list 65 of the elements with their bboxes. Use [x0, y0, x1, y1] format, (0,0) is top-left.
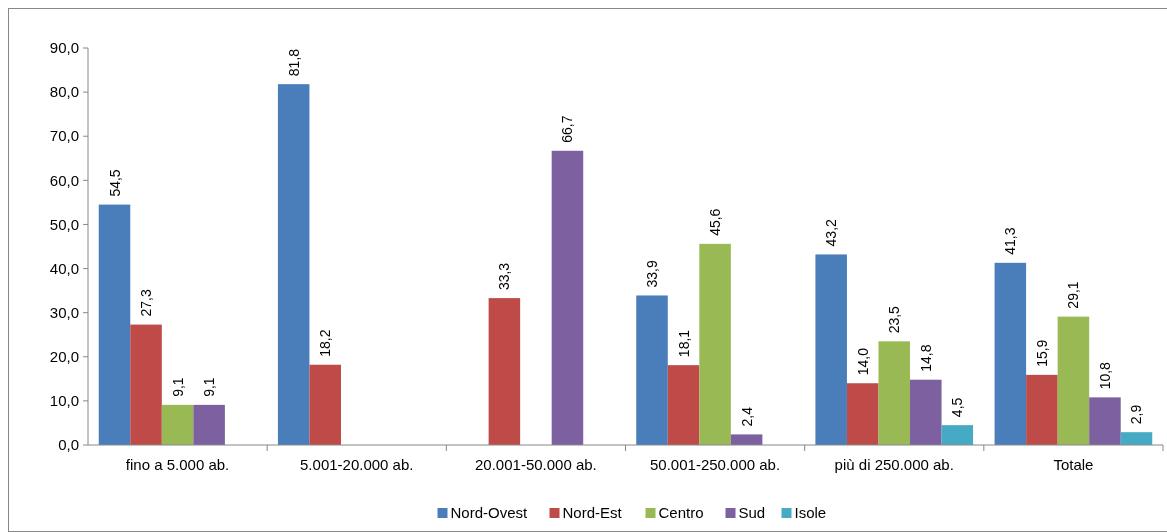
- legend-label: Isole: [794, 504, 827, 522]
- bar: [309, 364, 341, 445]
- bar: [667, 365, 700, 445]
- bar: [815, 254, 847, 445]
- bar: [98, 204, 131, 445]
- y-tick-label: 90,0: [49, 39, 79, 57]
- data-label: 2,4: [738, 406, 755, 427]
- y-tick-label: 10,0: [49, 392, 79, 410]
- legend-label: Nord-Est: [562, 504, 623, 522]
- data-label: 2,9: [1128, 404, 1145, 425]
- data-label: 29,1: [1065, 281, 1082, 309]
- bar: [636, 295, 668, 445]
- bar: [910, 379, 942, 445]
- data-label: 45,6: [707, 208, 724, 236]
- data-label: 10,8: [1096, 361, 1113, 390]
- data-label: 15,9: [1033, 339, 1050, 367]
- data-label: 18,2: [317, 329, 334, 357]
- bar: [878, 341, 911, 445]
- bar: [551, 150, 584, 445]
- bar: [1089, 397, 1121, 445]
- data-label: 41,3: [1002, 227, 1019, 255]
- legend-label: Centro: [658, 504, 704, 522]
- data-label: 9,1: [201, 377, 218, 397]
- data-label: 14,8: [917, 344, 934, 372]
- x-tick-label: 5.001-20.000 ab.: [300, 456, 414, 473]
- legend-label: Nord-Ovest: [450, 504, 529, 522]
- data-label: 81,8: [285, 48, 302, 77]
- y-tick-label: 70,0: [49, 127, 79, 145]
- bar: [1120, 432, 1153, 445]
- bar: [994, 262, 1027, 445]
- data-label: 9,1: [169, 377, 186, 397]
- bar: [846, 383, 879, 445]
- bar: [941, 425, 974, 445]
- y-tick-label: 50,0: [49, 215, 79, 233]
- x-tick-label: fino a 5.000 ab.: [125, 456, 230, 473]
- data-label: 18,1: [675, 329, 692, 358]
- bar: [161, 404, 194, 445]
- bar: [1026, 374, 1058, 445]
- legend-label: Sud: [738, 504, 766, 522]
- x-tick-label: 20.001-50.000 ab.: [475, 456, 597, 473]
- x-tick-label: più di 250.000 ab.: [834, 456, 954, 473]
- y-tick-label: 20,0: [49, 348, 79, 366]
- bar: [488, 298, 521, 445]
- bar: [277, 84, 310, 445]
- y-tick-label: 80,0: [49, 83, 79, 101]
- bar: [130, 324, 162, 445]
- x-tick-label: Totale: [1053, 456, 1094, 473]
- bar: [193, 404, 225, 445]
- data-label: 33,3: [496, 262, 513, 291]
- data-label: 33,9: [644, 260, 661, 288]
- data-label: 43,2: [823, 218, 840, 247]
- data-label: 54,5: [106, 169, 123, 197]
- data-label: 27,3: [138, 289, 155, 317]
- data-label: 66,7: [559, 115, 576, 143]
- y-tick-label: 30,0: [49, 303, 79, 321]
- y-tick-label: 60,0: [49, 171, 79, 189]
- bar: [1057, 316, 1090, 445]
- bar: [699, 243, 731, 445]
- y-tick-label: 0,0: [58, 436, 79, 454]
- data-label: 14,0: [854, 347, 871, 376]
- data-label: 4,5: [949, 397, 966, 418]
- bar: [730, 434, 763, 445]
- y-tick-label: 40,0: [49, 259, 79, 277]
- data-label: 23,5: [886, 305, 903, 334]
- x-tick-label: 50.001-250.000 ab.: [650, 456, 781, 473]
